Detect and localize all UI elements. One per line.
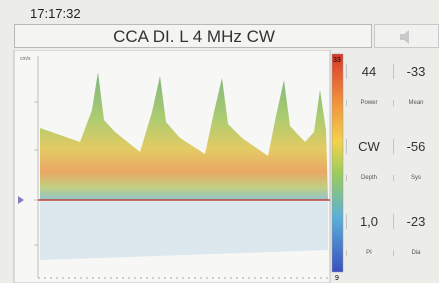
axis-unit: cm/s (20, 56, 31, 62)
measurement-label: Sys (393, 175, 438, 181)
measurement-value: 44 (346, 64, 391, 79)
title-bar: CCA DI. L 4 MHz CW (14, 24, 372, 48)
color-bar-top: 33 (333, 57, 341, 64)
speaker-icon (375, 25, 439, 49)
measurement-label: Power (346, 100, 391, 106)
spectrum-display: cm/s 33 9 (0, 50, 346, 283)
measurement-label: Mean (393, 100, 438, 106)
noise-below-baseline (40, 200, 328, 260)
measurement-label: Depth (346, 175, 391, 181)
measurement-value: -33 (393, 64, 438, 79)
clock: 17:17:32 (30, 6, 81, 21)
measurement-value: -23 (393, 214, 438, 229)
measurement-value: CW (346, 139, 391, 154)
measurement-value: 1,0 (346, 214, 391, 229)
speaker-button[interactable] (374, 24, 439, 48)
measurement-panel: 44 Power CW Depth 1,0 PI -33 Mean -56 Sys -23 Dia (346, 50, 439, 283)
color-bar-bottom: 9 (335, 275, 339, 282)
color-bar (332, 54, 343, 272)
exam-title: CCA DI. L 4 MHz CW (15, 27, 373, 47)
measurement-value: -56 (393, 139, 438, 154)
measurement-label: Dia (393, 250, 438, 256)
measurement-label: PI (346, 250, 391, 256)
doppler-screen: 17:17:32 CCA DI. L 4 MHz CW (0, 0, 439, 283)
